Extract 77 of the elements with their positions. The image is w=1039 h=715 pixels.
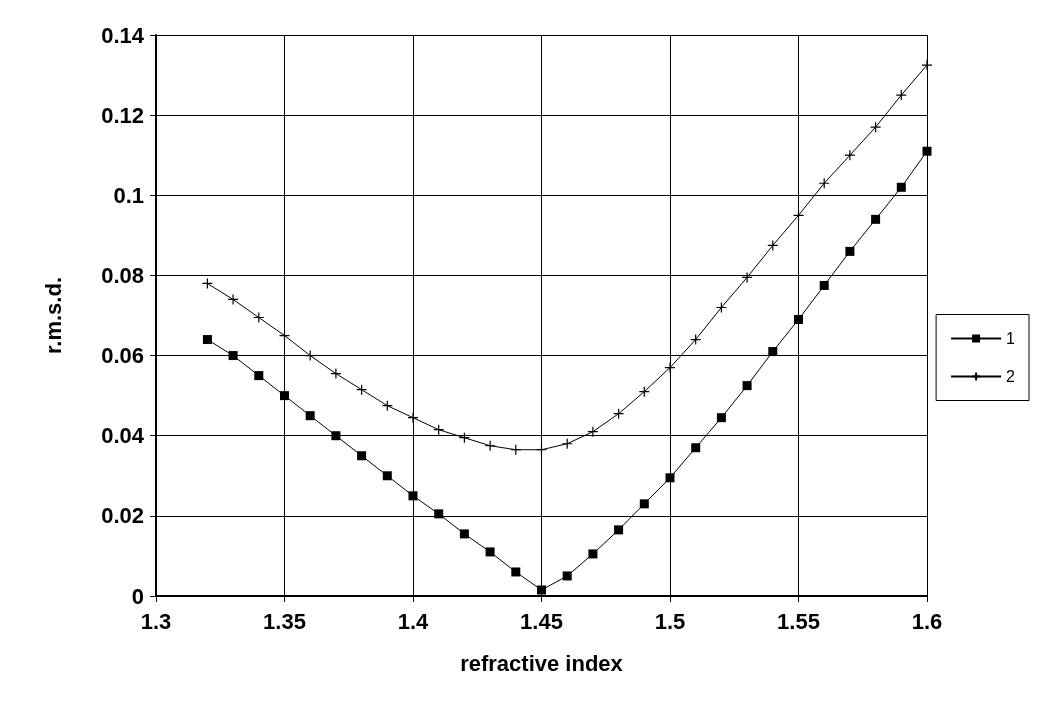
y-tick-label: 0.04 (101, 423, 145, 449)
x-tick-label: 1.3 (140, 608, 172, 634)
point (510, 444, 522, 456)
point (227, 293, 239, 306)
x-tick-label: 1.5 (654, 608, 686, 634)
y-tick-label: 0.02 (101, 503, 144, 529)
point (613, 408, 625, 420)
point (278, 329, 291, 342)
point (691, 443, 701, 453)
y-tick-label: 0.14 (101, 22, 145, 48)
point (535, 444, 548, 456)
point (511, 567, 521, 577)
point (690, 333, 702, 346)
point (305, 411, 315, 421)
y-tick-label: 0.12 (101, 102, 144, 128)
point (639, 499, 649, 509)
point (896, 182, 906, 192)
point (587, 426, 599, 438)
point (794, 315, 803, 325)
point (201, 277, 213, 290)
point (485, 547, 495, 557)
y-tick-label: 0.06 (101, 343, 144, 369)
point (330, 368, 342, 380)
point (845, 246, 855, 256)
point (382, 471, 392, 481)
point (280, 391, 289, 401)
point (715, 301, 727, 314)
legend-label: 1 (1006, 330, 1016, 347)
point (253, 311, 265, 324)
point (484, 440, 496, 452)
point (561, 438, 573, 450)
point (768, 347, 778, 357)
point (408, 491, 418, 501)
point (921, 59, 933, 71)
point (818, 177, 830, 189)
point (664, 361, 676, 374)
point (716, 413, 726, 423)
point (357, 451, 367, 461)
point (331, 431, 341, 441)
point (381, 400, 393, 412)
point (895, 89, 907, 101)
x-tick-label: 1.4 (397, 608, 430, 634)
point (254, 371, 264, 381)
point (792, 209, 805, 221)
point (871, 214, 881, 224)
point (588, 549, 598, 559)
x-tick-label: 1.45 (520, 608, 563, 634)
point (741, 271, 753, 284)
x-axis-title: refractive index (460, 650, 624, 676)
point (459, 529, 469, 539)
point (433, 424, 445, 436)
point (870, 121, 882, 133)
point (434, 509, 444, 519)
x-tick-label: 1.35 (263, 608, 306, 634)
x-tick-label: 1.6 (911, 608, 943, 634)
point (304, 349, 316, 362)
point (767, 239, 779, 251)
point (742, 381, 752, 391)
point (562, 571, 572, 581)
point (614, 525, 624, 535)
point (638, 386, 650, 398)
point (844, 149, 856, 161)
y-tick-label: 0.08 (101, 262, 144, 288)
point (407, 412, 419, 424)
point (458, 432, 470, 444)
x-tick-label: 1.55 (777, 608, 820, 634)
y-tick-label: 0.1 (113, 182, 144, 208)
y-axis-title: r.m.s.d. (40, 276, 66, 355)
point (819, 280, 829, 290)
point (202, 335, 212, 345)
legend-label: 2 (1006, 368, 1016, 385)
point (537, 585, 546, 595)
point (228, 351, 238, 361)
point (356, 384, 368, 396)
point (922, 146, 932, 156)
point (665, 473, 675, 483)
y-tick-label: 0 (131, 583, 144, 609)
